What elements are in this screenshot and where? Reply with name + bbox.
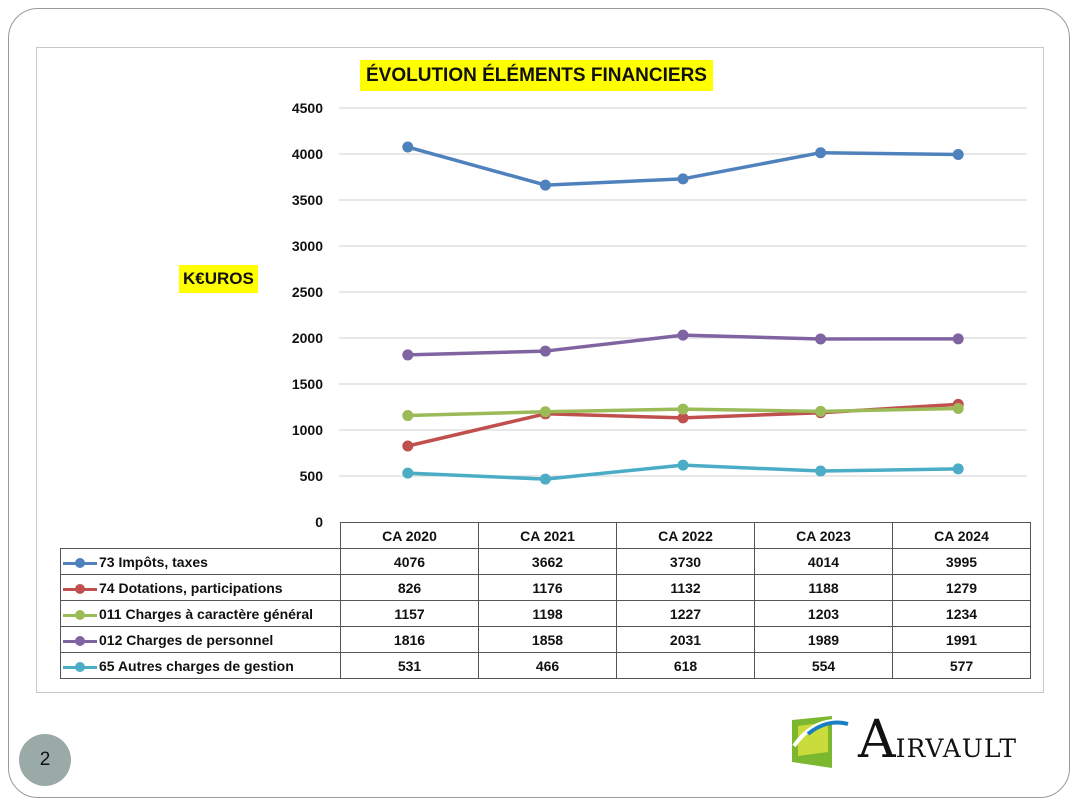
data-point (539, 179, 551, 191)
category-header: CA 2022 (616, 522, 755, 549)
y-tick-label: 1000 (292, 422, 323, 438)
data-value-cell: 1188 (754, 574, 893, 601)
data-value-cell: 4076 (340, 548, 479, 575)
data-value-cell: 4014 (754, 548, 893, 575)
data-value-cell: 1132 (616, 574, 755, 601)
data-point (539, 406, 551, 418)
category-header: CA 2024 (892, 522, 1031, 549)
data-value-cell: 1176 (478, 574, 617, 601)
category-header: CA 2021 (478, 522, 617, 549)
data-table: CA 2020 CA 2021 CA 2022 CA 2023 CA 2024 … (60, 522, 1031, 679)
data-value-cell: 466 (478, 652, 617, 679)
series-legend-entry: 011 Charges à caractère général (60, 600, 341, 627)
y-tick-label: 3000 (292, 238, 323, 254)
series-name: 74 Dotations, participations (99, 579, 283, 596)
data-value-cell: 1203 (754, 600, 893, 627)
data-point (402, 349, 414, 361)
data-value-cell: 1157 (340, 600, 479, 627)
series-legend-entry: 73 Impôts, taxes (60, 548, 341, 575)
series-legend-entry: 65 Autres charges de gestion (60, 652, 341, 679)
data-point (539, 345, 551, 357)
data-value-cell: 2031 (616, 626, 755, 653)
data-point (677, 403, 689, 415)
data-table-row: 73 Impôts, taxes 4076 3662 3730 4014 3995 (60, 548, 1031, 575)
legend-marker-icon (63, 661, 97, 673)
legend-marker-icon (63, 609, 97, 621)
y-tick-label: 3500 (292, 192, 323, 208)
airvault-logo-text: AIRVAULT (858, 714, 1017, 766)
y-axis-label: K€UROS (179, 265, 258, 293)
data-point (402, 467, 414, 479)
data-value-cell: 3730 (616, 548, 755, 575)
logo-first-letter: A (858, 710, 896, 770)
series-name: 012 Charges de personnel (99, 631, 274, 648)
data-point (402, 440, 414, 452)
data-point (815, 465, 827, 477)
data-point (539, 473, 551, 485)
chart-title: ÉVOLUTION ÉLÉMENTS FINANCIERS (360, 60, 713, 91)
series-name: 011 Charges à caractère général (99, 605, 314, 622)
data-point (677, 459, 689, 471)
page-number-badge: 2 (19, 734, 71, 786)
data-table-corner (61, 523, 341, 549)
data-value-cell: 1227 (616, 600, 755, 627)
data-value-cell: 1234 (892, 600, 1031, 627)
y-tick-label: 500 (300, 468, 324, 484)
data-value-cell: 3995 (892, 548, 1031, 575)
y-tick-label: 2500 (292, 284, 323, 300)
category-header: CA 2020 (340, 522, 479, 549)
data-point (952, 148, 964, 160)
legend-marker-icon (63, 583, 97, 595)
data-value-cell: 1816 (340, 626, 479, 653)
data-table-row: 011 Charges à caractère général 1157 1198 1… (60, 600, 1031, 627)
data-value-cell: 1858 (478, 626, 617, 653)
series-legend-entry: 74 Dotations, participations (60, 574, 341, 601)
series-legend-entry: 012 Charges de personnel (60, 626, 341, 653)
data-point (677, 412, 689, 424)
y-tick-label: 1500 (292, 376, 323, 392)
y-tick-label: 4500 (292, 100, 323, 116)
data-value-cell: 618 (616, 652, 755, 679)
data-point (815, 405, 827, 417)
data-point (402, 141, 414, 153)
category-header: CA 2023 (754, 522, 893, 549)
data-value-cell: 1198 (478, 600, 617, 627)
airvault-logo (792, 716, 849, 768)
logo-rest-text: IRVAULT (895, 734, 1018, 763)
data-value-cell: 1279 (892, 574, 1031, 601)
data-point (952, 333, 964, 345)
y-tick-label: 2000 (292, 330, 323, 346)
y-tick-label: 4000 (292, 146, 323, 162)
data-value-cell: 554 (754, 652, 893, 679)
data-value-cell: 577 (892, 652, 1031, 679)
data-table-row: 65 Autres charges de gestion 531 466 618 554… (60, 652, 1031, 679)
data-point (677, 173, 689, 185)
data-point (952, 463, 964, 475)
data-value-cell: 3662 (478, 548, 617, 575)
data-point (677, 329, 689, 341)
data-point (952, 402, 964, 414)
data-value-cell: 1989 (754, 626, 893, 653)
y-tick-label: 0 (315, 514, 323, 530)
legend-marker-icon (63, 557, 97, 569)
data-value-cell: 826 (340, 574, 479, 601)
data-table-row: 012 Charges de personnel 1816 1858 2031 1989… (60, 626, 1031, 653)
data-point (402, 410, 414, 422)
data-table-row: 74 Dotations, participations 826 1176 1132 1… (60, 574, 1031, 601)
data-value-cell: 531 (340, 652, 479, 679)
data-point (815, 333, 827, 345)
airvault-emblem-icon (792, 716, 849, 768)
data-point (815, 147, 827, 159)
data-table-header-row: CA 2020 CA 2021 CA 2022 CA 2023 CA 2024 (61, 522, 1031, 549)
legend-marker-icon (63, 635, 97, 647)
series-name: 73 Impôts, taxes (99, 553, 208, 570)
series-name: 65 Autres charges de gestion (99, 657, 294, 674)
data-value-cell: 1991 (892, 626, 1031, 653)
